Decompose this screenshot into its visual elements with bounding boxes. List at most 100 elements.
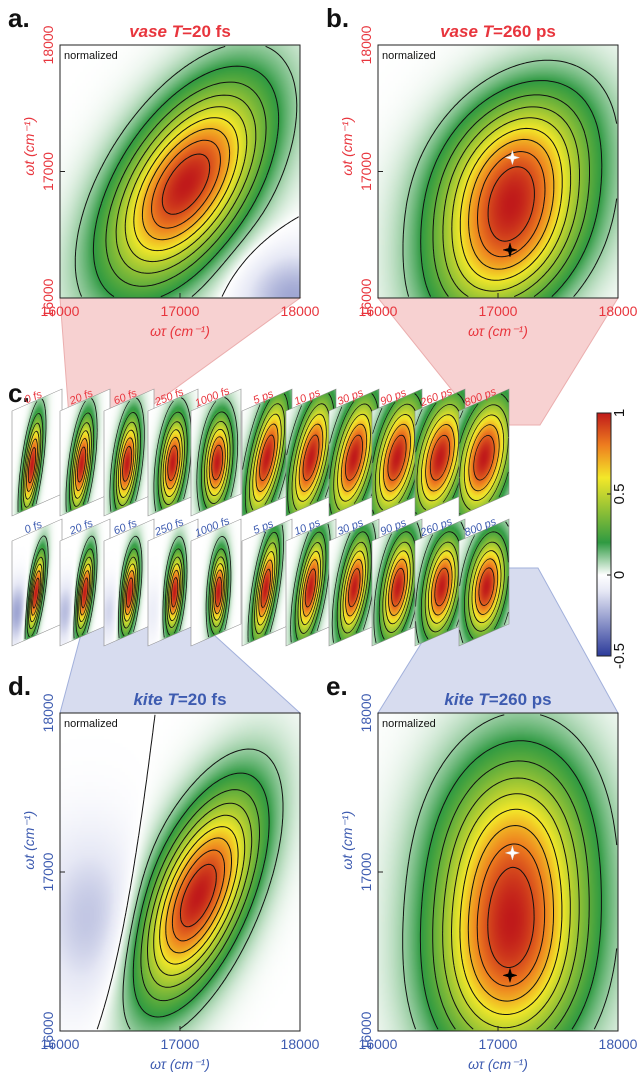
title-T: T <box>474 690 491 709</box>
contour-line <box>468 138 555 270</box>
mini-spectrum-kite-8: 90 ps <box>371 517 423 647</box>
mini-heatmap <box>372 519 422 646</box>
mini-heatmap <box>415 389 465 516</box>
mini-contour <box>73 535 98 639</box>
title-time: =20 fs <box>178 690 227 709</box>
mini-spectrum-vase-5: 5 ps <box>241 388 293 517</box>
mini-contour <box>459 521 509 644</box>
contour-line <box>179 863 217 928</box>
mini-contour <box>249 403 285 511</box>
contour-zero <box>96 714 156 1030</box>
mini-contour <box>385 550 411 625</box>
y-tick-label: 17000 <box>358 852 374 891</box>
mini-contour <box>160 421 185 506</box>
panel-d: d. kite T=20 fs normalized 16000 17000 18000 1… <box>8 671 320 1072</box>
mini-spectrum-kite-9: 260 ps <box>414 515 466 647</box>
x-tick-label: 18000 <box>281 1036 320 1052</box>
mini-contour <box>118 535 143 639</box>
mini-contour <box>28 556 44 630</box>
panel-b: b. vase T=260 ps normalized 16000 17000 18000… <box>326 3 638 339</box>
mini-contour <box>478 567 495 606</box>
mini-spectrum-vase-7: 30 ps <box>328 387 380 517</box>
mini-heatmap <box>242 389 292 516</box>
mini-contour <box>259 434 275 481</box>
mini-contour <box>167 563 182 622</box>
mini-contour <box>387 434 407 481</box>
normalized-note: normalized <box>382 50 436 62</box>
mini-contour <box>26 548 46 638</box>
x-tick-label: 18000 <box>599 1036 638 1052</box>
contour-line <box>161 153 211 215</box>
mini-frame <box>190 518 242 647</box>
x-tick-label: 18000 <box>281 303 320 319</box>
mini-contour <box>122 445 133 482</box>
heatmap-image <box>378 45 618 298</box>
panel-title: vase T=20 fs <box>129 22 231 41</box>
mini-contour <box>258 559 274 618</box>
contour-line <box>459 127 563 281</box>
contour-line <box>420 80 603 297</box>
heatmap-image <box>60 45 300 298</box>
title-T: T <box>163 690 180 709</box>
mini-contour <box>348 568 361 608</box>
mini-contour <box>29 563 43 623</box>
mini-contour <box>71 422 92 507</box>
mini-contour <box>75 548 95 637</box>
mini-contour <box>69 412 95 511</box>
mini-heatmap <box>242 519 292 646</box>
mini-contour <box>109 397 145 512</box>
contour-line <box>171 849 225 942</box>
mini-contour <box>337 413 371 502</box>
mini-contour <box>428 550 456 624</box>
contour-line <box>92 65 280 298</box>
mini-contour <box>421 414 459 502</box>
x-axis-label: ωτ (cm⁻¹) <box>468 323 528 339</box>
x-tick-label: 17000 <box>161 1036 200 1052</box>
y-axis-label: ωt (cm⁻¹) <box>21 811 37 870</box>
mini-contour <box>345 558 364 617</box>
y-tick-label: 17000 <box>40 152 56 191</box>
contour-line <box>487 166 535 242</box>
contour-line <box>151 139 221 229</box>
mini-contour <box>471 550 502 624</box>
mini-heatmap <box>60 389 110 516</box>
mini-contour <box>298 423 324 492</box>
mini-heatmap <box>12 389 62 516</box>
mini-contour <box>300 550 321 626</box>
mini-heatmap <box>60 519 110 646</box>
panel-title: kite T=20 fs <box>133 690 226 709</box>
y-tick-label: 16000 <box>358 278 374 317</box>
mini-contour <box>211 563 226 621</box>
mini-contour <box>342 550 366 625</box>
mini-contour <box>170 577 179 608</box>
mini-heatmap <box>329 389 379 516</box>
contour-line <box>141 128 231 241</box>
colorbar-tick-label: 0 <box>611 571 628 579</box>
mini-contour <box>214 576 223 608</box>
mini-contour <box>213 569 224 615</box>
mini-contour <box>164 436 181 490</box>
x-axis-label: ωτ (cm⁻¹) <box>468 1056 528 1072</box>
contour-line <box>487 866 535 968</box>
contour-line <box>459 808 563 1015</box>
y-tick-label: 17000 <box>40 852 56 891</box>
mini-spectrum-kite-5: 5 ps <box>241 518 293 647</box>
mini-contour <box>431 558 453 616</box>
mini-spectrum-kite-4: 1000 fs <box>190 515 242 647</box>
contour-zero <box>221 216 299 297</box>
mini-contour <box>115 421 139 506</box>
x-tick-label: 17000 <box>479 1036 518 1052</box>
peak-marker <box>504 845 521 861</box>
peak-marker <box>502 967 518 984</box>
panel-title: kite T=260 ps <box>444 690 551 709</box>
contour-line <box>402 714 618 1030</box>
mini-contour <box>20 412 44 511</box>
mini-contour <box>254 542 278 635</box>
mini-contour <box>459 410 464 419</box>
panel-letter: e. <box>326 671 348 701</box>
mini-contour <box>167 445 179 482</box>
contour-line <box>467 825 554 1002</box>
y-tick-label: 18000 <box>358 693 374 732</box>
mini-contour <box>260 568 271 608</box>
